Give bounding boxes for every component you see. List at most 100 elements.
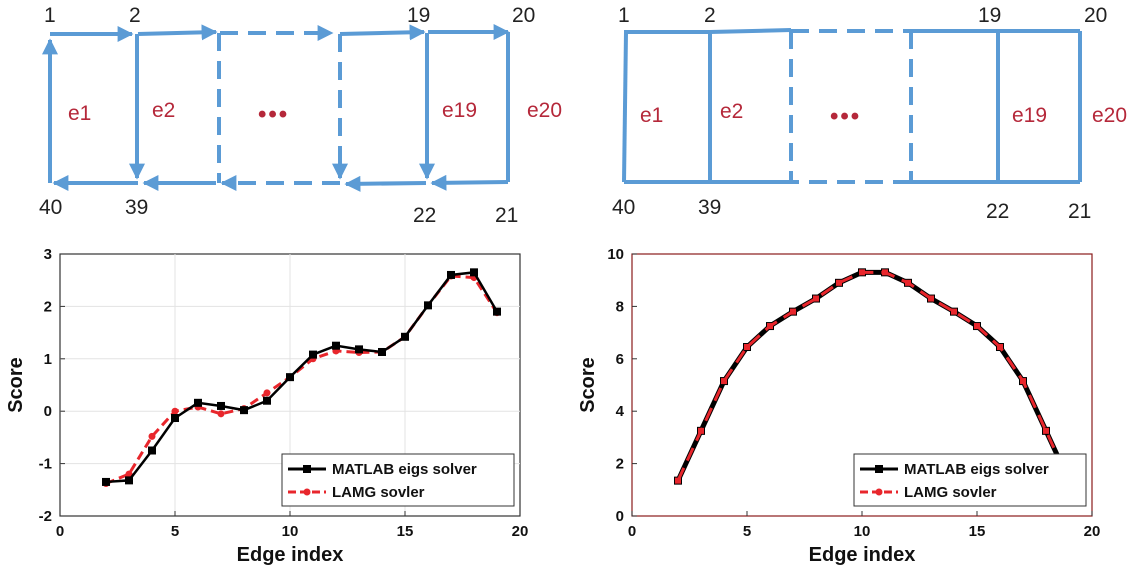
data-point-lamg xyxy=(263,389,271,397)
data-point-matlab xyxy=(171,414,179,423)
node-label-top-second: 2 xyxy=(129,4,141,27)
y-tick-label: 10 xyxy=(607,246,624,263)
data-point-lamg xyxy=(1043,427,1049,434)
legend-entry: LAMG sovler xyxy=(904,484,997,501)
y-axis-title: Score xyxy=(577,357,599,413)
legend-box xyxy=(281,453,515,507)
data-point-matlab xyxy=(194,398,202,407)
y-tick-label: 4 xyxy=(616,403,625,420)
legend-entry: MATLAB eigs solver xyxy=(332,461,477,478)
data-point-lamg xyxy=(859,269,865,276)
legend-marker-matlab xyxy=(303,465,311,473)
data-point-lamg xyxy=(905,279,911,286)
x-axis-title: Edge index xyxy=(237,544,344,566)
node-label-bottom-right: 21 xyxy=(1068,200,1091,223)
y-tick-label: 0 xyxy=(44,403,52,420)
edge-label-e20: e20 xyxy=(1092,104,1127,127)
edge-2-3 xyxy=(137,24,218,41)
directed-cycle-diagram: 1 2 19 20 40 39 22 21 e1 e2 e19 e20 ••• xyxy=(39,4,562,227)
edge-label-e19: e19 xyxy=(442,99,477,122)
x-tick-label: 10 xyxy=(854,523,871,540)
node-label-top-right: 20 xyxy=(1084,4,1107,27)
x-tick-label: 20 xyxy=(1084,523,1101,540)
data-point-lamg xyxy=(721,378,727,385)
edge-label-e20: e20 xyxy=(527,99,562,122)
data-point-lamg xyxy=(790,308,796,315)
node-label-bottom-right: 21 xyxy=(495,204,518,227)
data-point-lamg xyxy=(767,323,773,330)
data-point-matlab xyxy=(263,396,271,405)
node-label-top-second: 2 xyxy=(704,4,716,27)
legend-entry: LAMG sovler xyxy=(332,484,425,501)
data-point-lamg xyxy=(836,279,842,286)
data-point-matlab xyxy=(355,345,363,354)
x-tick-label: 20 xyxy=(512,523,529,540)
legend-marker-lamg xyxy=(875,488,883,496)
data-point-lamg xyxy=(1020,378,1026,385)
node-label-top-right: 20 xyxy=(512,4,535,27)
data-point-matlab xyxy=(493,307,501,316)
x-tick-label: 0 xyxy=(56,523,64,540)
x-tick-label: 15 xyxy=(397,523,414,540)
node-label-top-second-last: 19 xyxy=(978,4,1001,27)
y-tick-label: 3 xyxy=(44,246,52,263)
data-point-matlab xyxy=(286,373,294,382)
y-tick-label: 6 xyxy=(616,351,624,368)
data-point-matlab xyxy=(332,341,340,350)
legend-box xyxy=(853,453,1087,507)
edge-40-1 xyxy=(622,31,628,183)
node-label-bottom-left: 40 xyxy=(39,196,62,219)
edge-18-19 xyxy=(339,24,426,41)
x-tick-label: 15 xyxy=(969,523,986,540)
data-point-lamg xyxy=(974,323,980,330)
data-point-lamg xyxy=(171,407,179,415)
edge-label-e1: e1 xyxy=(68,102,91,125)
undirected-cycle-diagram: 1 2 19 20 40 39 22 21 e1 e2 e19 e20 ••• xyxy=(612,4,1127,223)
x-tick-label: 5 xyxy=(171,523,179,540)
data-point-lamg xyxy=(217,410,225,418)
y-tick-label: 8 xyxy=(616,298,624,315)
data-point-matlab xyxy=(217,401,225,410)
data-point-lamg xyxy=(148,432,156,440)
edge-label-e2: e2 xyxy=(152,99,175,122)
series-line-lamg xyxy=(676,270,1071,482)
series-line-lamg xyxy=(105,274,499,485)
node-label-top-left: 1 xyxy=(44,4,56,27)
data-point-matlab xyxy=(125,476,133,485)
node-label-bottom-second: 39 xyxy=(698,196,721,219)
data-point-lamg xyxy=(744,344,750,351)
y-tick-label: 0 xyxy=(616,508,624,525)
data-point-matlab xyxy=(470,268,478,277)
node-label-bottom-second: 39 xyxy=(125,196,148,219)
legend-marker-lamg xyxy=(303,488,311,496)
legend-marker-matlab xyxy=(875,465,883,473)
data-point-lamg xyxy=(997,344,1003,351)
data-point-matlab xyxy=(401,332,409,341)
score-chart-directed: -2 -1 0 1 2 3 0 5 10 15 20 Edge index Score MATLAB ei… xyxy=(5,246,529,566)
edge-2-3 xyxy=(709,28,792,34)
node-label-top-left: 1 xyxy=(618,4,630,27)
data-point-matlab xyxy=(148,446,156,455)
y-tick-label: 2 xyxy=(44,298,52,315)
data-point-matlab xyxy=(447,270,455,279)
edge-22-23 xyxy=(344,175,427,192)
y-tick-label: -2 xyxy=(39,508,52,525)
data-point-lamg xyxy=(125,470,133,478)
data-point-matlab xyxy=(240,406,248,415)
score-chart-undirected: 0 2 4 6 8 10 0 5 10 15 20 Edge index Score MATLAB eig… xyxy=(577,246,1101,566)
y-tick-label: -1 xyxy=(39,456,52,473)
edge-label-e1: e1 xyxy=(640,104,663,127)
legend-entry: MATLAB eigs solver xyxy=(904,461,1049,478)
data-point-lamg xyxy=(813,295,819,302)
node-label-bottom-second-last: 22 xyxy=(413,204,436,227)
node-label-top-second-last: 19 xyxy=(407,4,430,27)
data-point-lamg xyxy=(882,269,888,276)
node-label-bottom-second-last: 22 xyxy=(986,200,1009,223)
edge-21-22 xyxy=(430,174,509,191)
ellipsis: ••• xyxy=(258,101,289,128)
node-label-bottom-left: 40 xyxy=(612,196,635,219)
y-tick-label: 1 xyxy=(44,351,52,368)
data-point-matlab xyxy=(378,347,386,356)
series-line-matlab xyxy=(105,271,499,484)
x-tick-label: 5 xyxy=(743,523,751,540)
